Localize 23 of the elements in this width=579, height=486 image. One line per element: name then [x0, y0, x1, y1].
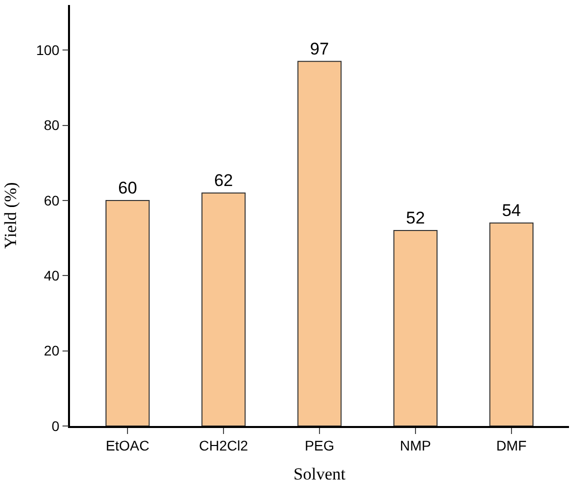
x-tick-label: PEG [304, 438, 334, 454]
bar [393, 230, 438, 426]
x-tick-label: NMP [400, 438, 432, 454]
bar [489, 222, 534, 426]
bar [105, 200, 150, 426]
x-tick-label: EtOAC [106, 438, 150, 454]
y-axis-title: Yield (%) [1, 182, 20, 249]
y-tick-label: 80 [44, 117, 60, 134]
x-tick-label: CH2Cl2 [199, 438, 248, 454]
y-tick-label: 20 [44, 342, 60, 359]
y-tick-label: 0 [52, 418, 60, 434]
data-label: 54 [502, 201, 521, 220]
data-label: 52 [406, 208, 425, 228]
bar [201, 192, 246, 426]
data-label: 97 [310, 39, 329, 58]
data-label: 62 [214, 170, 233, 190]
y-tick-label: 40 [44, 268, 60, 284]
bar [297, 60, 342, 426]
y-tick-label: 60 [44, 192, 60, 208]
data-label: 60 [118, 178, 138, 198]
x-axis-title: Solvent [294, 464, 346, 484]
x-tick-label: DMF [496, 438, 527, 454]
y-tick-label: 100 [36, 42, 60, 58]
